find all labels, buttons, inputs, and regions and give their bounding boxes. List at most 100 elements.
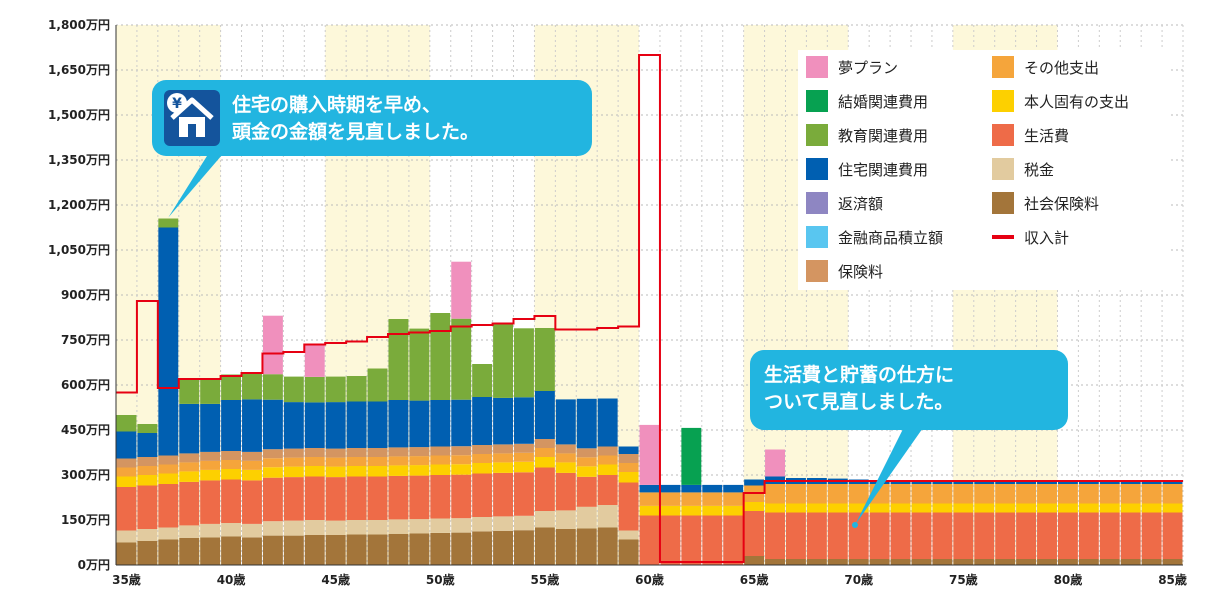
legend-swatch: [806, 158, 828, 180]
bar-segment: [409, 456, 429, 465]
bar-segment: [681, 516, 701, 566]
bar-segment: [640, 485, 660, 493]
bar-segment: [263, 400, 283, 450]
bar-segment: [974, 504, 994, 513]
bar-segment: [221, 400, 241, 451]
bar-segment: [326, 467, 346, 478]
bar-segment: [200, 452, 220, 461]
bar-segment: [221, 460, 241, 469]
bar-segment: [556, 473, 576, 511]
bar-segment: [953, 504, 973, 513]
bar-segment: [493, 453, 513, 462]
bar-segment: [744, 511, 764, 556]
bar-segment: [430, 447, 450, 456]
bar-segment: [221, 451, 241, 460]
bar-segment: [430, 400, 450, 447]
bar-segment: [305, 345, 325, 377]
bar-segment: [472, 445, 492, 454]
bar-segment: [1163, 559, 1183, 565]
bar-segment: [472, 454, 492, 463]
bar-segment: [598, 505, 618, 528]
bar-segment: [577, 528, 597, 565]
bar-segment: [891, 559, 911, 565]
bar-segment: [117, 468, 137, 477]
legend-label: 返済額: [838, 195, 883, 213]
legend-label: 本人固有の支出: [1024, 93, 1129, 111]
bar-segment: [409, 447, 429, 456]
bar-segment: [409, 401, 429, 448]
bar-segment: [765, 513, 785, 560]
bar-segment: [200, 470, 220, 481]
bar-segment: [451, 518, 471, 532]
bar-segment: [493, 473, 513, 517]
bar-segment: [263, 478, 283, 522]
y-tick-label: 1,050万円: [48, 243, 110, 257]
bar-segment: [1163, 513, 1183, 560]
bar-segment: [1142, 484, 1162, 504]
x-tick-label: 40歳: [217, 572, 246, 587]
bar-segment: [744, 502, 764, 511]
callout-pointer-dot: [852, 522, 858, 528]
bar-segment: [493, 398, 513, 445]
bar-segment: [263, 458, 283, 467]
bar-segment: [430, 313, 450, 400]
x-tick-label: 80歳: [1054, 572, 1083, 587]
bar-segment: [953, 484, 973, 504]
bar-segment: [514, 328, 534, 397]
bar-segment: [702, 506, 722, 516]
bar-segment: [786, 504, 806, 513]
bar-segment: [995, 504, 1015, 513]
bar-segment: [619, 483, 639, 531]
legend-label: 社会保険料: [1024, 195, 1099, 213]
bar-segment: [263, 467, 283, 478]
bar-segment: [1079, 513, 1099, 560]
bar-segment: [535, 457, 555, 468]
bar-segment: [786, 484, 806, 504]
bar-segment: [242, 480, 262, 524]
bar-segment: [1079, 559, 1099, 565]
bar-segment: [368, 457, 388, 466]
bar-segment: [347, 477, 367, 521]
bar-segment: [430, 475, 450, 519]
legend-swatch: [806, 90, 828, 112]
legend-swatch: [992, 124, 1014, 146]
bar-segment: [388, 534, 408, 565]
bar-segment: [368, 369, 388, 402]
bar-segment: [117, 477, 137, 488]
y-tick-label: 600万円: [61, 378, 110, 392]
bar-segment: [305, 520, 325, 535]
bar-segment: [221, 523, 241, 537]
bar-segment: [891, 513, 911, 560]
bar-segment: [451, 400, 471, 447]
bar-segment: [514, 516, 534, 530]
bar-segment: [493, 516, 513, 530]
bar-segment: [305, 457, 325, 466]
bar-segment: [451, 464, 471, 475]
bar-segment: [535, 328, 555, 391]
bar-segment: [681, 492, 701, 506]
bar-segment: [472, 517, 492, 531]
bar-segment: [430, 456, 450, 465]
bar-segment: [409, 476, 429, 519]
bar-segment: [1121, 559, 1141, 565]
bar-segment: [388, 476, 408, 520]
bar-segment: [388, 400, 408, 447]
bar-segment: [451, 319, 471, 400]
legend-label: 生活費: [1024, 127, 1069, 145]
bar-segment: [723, 516, 743, 566]
bar-segment: [891, 484, 911, 504]
bar-segment: [619, 454, 639, 463]
bar-segment: [953, 559, 973, 565]
bar-segment: [828, 484, 848, 504]
bar-segment: [368, 534, 388, 565]
bar-segment: [723, 506, 743, 516]
bar-segment: [619, 540, 639, 566]
bar-segment: [409, 465, 429, 476]
bar-segment: [912, 559, 932, 565]
legend-label: 住宅関連費用: [838, 161, 928, 179]
bar-segment: [660, 485, 680, 493]
callout-living-line2: ついて見直しました。: [764, 389, 1054, 416]
bar-segment: [493, 531, 513, 565]
bar-segment: [556, 453, 576, 462]
bar-segment: [117, 459, 137, 468]
